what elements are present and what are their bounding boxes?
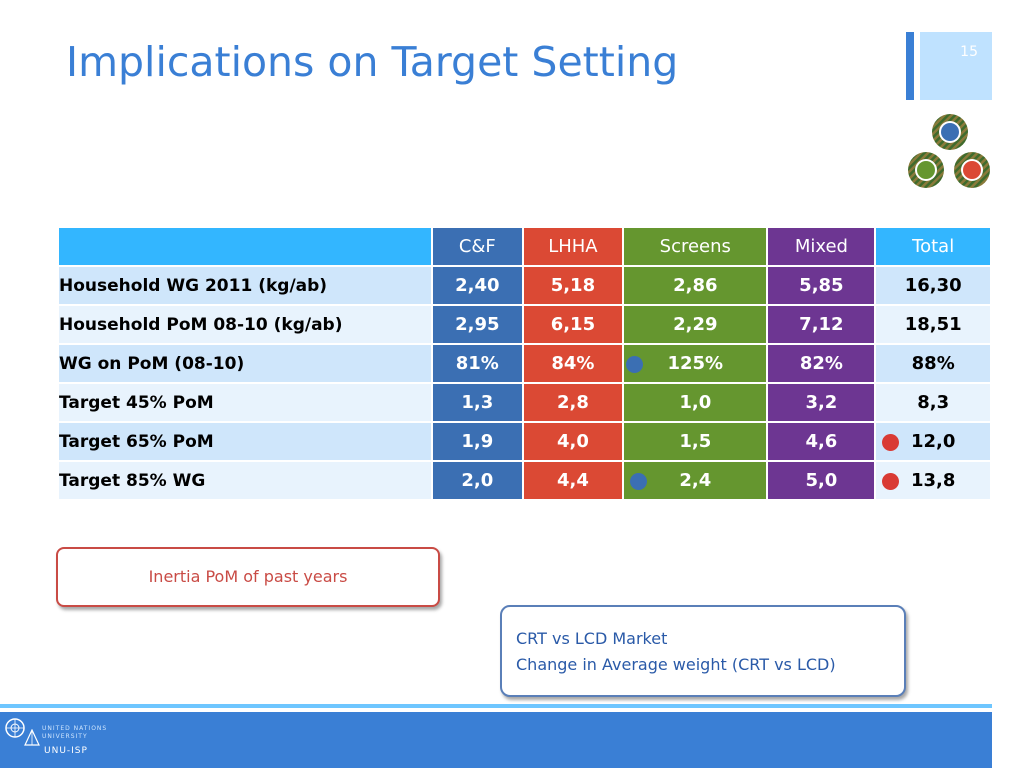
row-label: Target 85% WG <box>59 462 431 499</box>
red-dot-icon <box>882 473 900 490</box>
cell-value: 2,4 <box>679 470 712 491</box>
cell-total: 12,0 <box>876 423 990 460</box>
cell-screens: 1,0 <box>624 384 767 421</box>
footer-org-line1: UNITED NATIONS <box>42 725 108 732</box>
cell-wrap: 2,4 <box>624 462 766 499</box>
un-emblem-icon <box>5 718 25 738</box>
cell-value: 12,0 <box>910 431 956 452</box>
header-mixed: Mixed <box>768 228 875 265</box>
cell-lhha: 4,0 <box>523 423 623 460</box>
header-total: Total <box>876 228 990 265</box>
slide-number-box <box>920 32 992 100</box>
cell-total: 8,3 <box>876 384 990 421</box>
cell-mixed: 3,2 <box>768 384 875 421</box>
slide-number-accent-bar <box>906 32 914 100</box>
cell-cf: 2,0 <box>433 462 522 499</box>
header-blank-cell <box>59 228 431 265</box>
cell-mixed: 7,12 <box>768 306 875 343</box>
cell-screens: 125% <box>624 345 767 382</box>
cell-mixed: 82% <box>768 345 875 382</box>
cell-cf: 2,95 <box>433 306 522 343</box>
row-label: Target 45% PoM <box>59 384 431 421</box>
cell-cf: 2,40 <box>433 267 522 304</box>
cell-lhha: 5,18 <box>523 267 623 304</box>
table-header-row: C&F LHHA Screens Mixed Total <box>59 228 990 265</box>
row-label: Target 65% PoM <box>59 423 431 460</box>
cell-wrap: 13,8 <box>876 462 990 499</box>
slide-number: 15 <box>960 44 978 60</box>
cell-value: 125% <box>667 353 724 374</box>
cell-screens: 1,5 <box>624 423 767 460</box>
cell-lhha: 84% <box>523 345 623 382</box>
cell-lhha: 6,15 <box>523 306 623 343</box>
market-callout: CRT vs LCD Market Change in Average weig… <box>500 605 906 697</box>
table-row: WG on PoM (08-10) 81% 84% 125% 82% 88% <box>59 345 990 382</box>
table-row: Household PoM 08-10 (kg/ab) 2,95 6,15 2,… <box>59 306 990 343</box>
cell-total: 16,30 <box>876 267 990 304</box>
row-label: Household WG 2011 (kg/ab) <box>59 267 431 304</box>
row-label: Household PoM 08-10 (kg/ab) <box>59 306 431 343</box>
cell-wrap: 125% <box>624 345 766 382</box>
footer-divider <box>0 704 992 708</box>
target-table: C&F LHHA Screens Mixed Total Household W… <box>57 226 992 501</box>
cell-cf: 1,9 <box>433 423 522 460</box>
footer-logo: UNITED NATIONS UNIVERSITY UNU-ISP <box>2 715 122 765</box>
cell-wrap: 12,0 <box>876 423 990 460</box>
table-row: Target 65% PoM 1,9 4,0 1,5 4,6 12,0 <box>59 423 990 460</box>
cell-lhha: 4,4 <box>523 462 623 499</box>
header-cf: C&F <box>433 228 522 265</box>
cell-screens: 2,29 <box>624 306 767 343</box>
blue-dot-icon <box>630 473 648 490</box>
cell-value: 13,8 <box>910 470 956 491</box>
cell-total: 18,51 <box>876 306 990 343</box>
inertia-callout: Inertia PoM of past years <box>56 547 440 607</box>
header-lhha: LHHA <box>523 228 623 265</box>
table-row: Target 45% PoM 1,3 2,8 1,0 3,2 8,3 <box>59 384 990 421</box>
cell-total: 13,8 <box>876 462 990 499</box>
footer-org-line2: UNIVERSITY <box>42 733 88 740</box>
cell-screens: 2,86 <box>624 267 767 304</box>
cell-screens: 2,4 <box>624 462 767 499</box>
cell-total: 88% <box>876 345 990 382</box>
cell-mixed: 4,6 <box>768 423 875 460</box>
unu-triangle-icon <box>24 729 40 746</box>
footer-bar <box>0 712 992 768</box>
footer-org-abbr: UNU-ISP <box>44 746 88 756</box>
red-dot-icon <box>882 434 900 451</box>
table-row: Target 85% WG 2,0 4,4 2,4 5,0 13,8 <box>59 462 990 499</box>
row-label: WG on PoM (08-10) <box>59 345 431 382</box>
market-callout-line2: Change in Average weight (CRT vs LCD) <box>516 655 836 674</box>
cell-cf: 1,3 <box>433 384 522 421</box>
cell-lhha: 2,8 <box>523 384 623 421</box>
slide-title: Implications on Target Setting <box>66 38 679 86</box>
cell-mixed: 5,0 <box>768 462 875 499</box>
header-screens: Screens <box>624 228 767 265</box>
market-callout-line1: CRT vs LCD Market <box>516 629 668 648</box>
three-circles-logo-icon <box>908 114 990 188</box>
cell-cf: 81% <box>433 345 522 382</box>
table-row: Household WG 2011 (kg/ab) 2,40 5,18 2,86… <box>59 267 990 304</box>
blue-dot-icon <box>626 356 644 373</box>
cell-mixed: 5,85 <box>768 267 875 304</box>
